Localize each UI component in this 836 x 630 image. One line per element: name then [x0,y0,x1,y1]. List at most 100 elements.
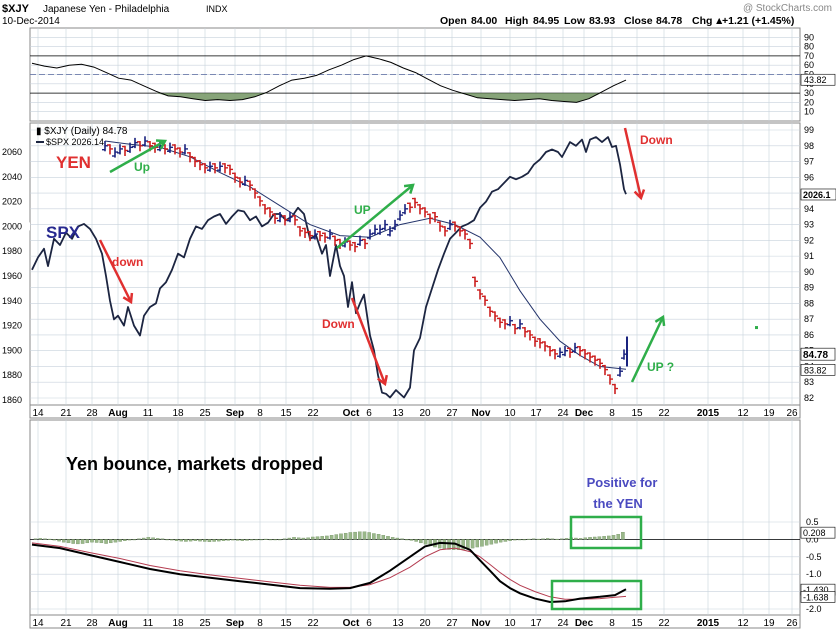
rsi-tick-label: 60 [804,60,814,70]
x-tick-label: 26 [786,408,798,419]
spx-tick-label: 2020 [2,197,22,207]
macd-histogram-bar [71,539,75,544]
x-tick-label: 26 [786,618,798,629]
macd-histogram-bar [57,539,61,542]
rsi-tick-label: 80 [804,42,814,52]
macd-histogram-bar [522,539,526,541]
annotation-yen: YEN [56,153,91,172]
yen-tick-label: 89 [804,283,814,293]
macd-histogram-bar [578,538,583,540]
arrow-up-3-head [654,314,666,327]
symbol-description: Japanese Yen - Philadelphia [43,4,170,15]
macd-histogram-bar [607,535,611,540]
macd-histogram-bar [179,539,184,542]
macd-histogram-bar [268,539,273,541]
macd-histogram-bar [296,537,301,540]
macd-histogram-bar [235,539,240,541]
macd-histogram-bar [104,539,108,544]
macd-histogram-bar [367,532,371,540]
macd-histogram-bar [174,539,179,541]
macd-histogram-bar [311,536,315,540]
arrow-up-2-head [403,183,415,194]
open-label: Open [440,15,467,27]
macd-histogram-bar [62,539,66,543]
macd-histogram-bar [320,536,324,540]
macd-histogram-bar [517,539,522,541]
macd-histogram-bar [264,538,268,540]
macd-histogram-bar [127,539,132,541]
macd-histogram-bar [334,534,339,540]
x-tick-label: 25 [199,618,211,629]
x-tick-label: 14 [32,618,44,629]
highlight-box-histogram [569,515,643,550]
macd-tick-label: -2.0 [806,604,822,614]
x-tick-label: 17 [530,408,542,419]
highlight-box-macd [550,579,643,611]
yen-tick-label: 90 [804,267,814,277]
macd-histogram-bar [188,539,193,542]
spx-current-box [800,188,836,201]
yen-tick-label: 96 [804,172,814,182]
macd-histogram-bar [170,539,174,541]
watermark: @ StockCharts.com [743,3,832,14]
x-tick-label: 22 [658,618,670,629]
rsi-tick-label: 70 [804,51,814,61]
yen-tick-label: 99 [804,125,814,135]
macd-histogram-bar [513,539,517,541]
x-tick-label: 8 [257,618,263,629]
x-tick-label: 11 [143,618,154,629]
x-tick-label: 11 [143,408,154,419]
macd-histogram-bar [541,538,545,540]
x-tick-label: 20 [419,408,431,419]
x-tick-label: 22 [658,408,670,419]
rsi-tick-label: 20 [804,97,814,107]
x-tick-label: 2015 [697,408,720,419]
macd-histogram-bar [118,539,122,542]
x-tick-label: 10 [504,618,516,629]
spx-tick-label: 1860 [2,395,22,405]
x-tick-label: 22 [307,408,319,419]
x-tick-label: 19 [763,408,775,419]
macd-histogram-bar [245,539,249,541]
x-tick-label: 2015 [697,618,720,629]
macd-histogram-bar [400,538,404,540]
x-tick-label: 24 [557,408,569,419]
macd-histogram-bar [292,537,296,540]
arrow-down-3-head [633,189,646,201]
macd-line [31,541,627,604]
macd-histogram-bar [221,539,226,541]
x-tick-label: 8 [257,408,263,419]
arrow-up-1 [109,139,166,174]
x-tick-label: 15 [280,618,292,629]
macd-histogram-bar [141,537,146,540]
macd-histogram-bar [287,537,292,540]
macd-histogram-bar [381,535,386,540]
annotation-up-2: UP [354,203,371,217]
macd-histogram-bar [273,539,277,541]
macd-histogram-bar [390,537,395,540]
x-tick-label: 24 [557,618,569,629]
macd-histogram-bar [217,539,221,542]
macd-histogram-bar [560,538,564,540]
yen-current-label: 84.78 [803,350,828,361]
macd-histogram-bar [259,539,263,541]
macd-histogram-bar [306,537,310,540]
macd-histogram-bar [362,531,367,540]
x-tick-label: Aug [108,618,127,629]
legend-spx: $SPX 2026.14 [46,137,104,147]
x-tick-label: Aug [108,408,127,419]
x-tick-label: 6 [366,618,372,629]
macd-histogram-bar [38,538,43,540]
macd-histogram-bar [52,539,57,541]
annotation-spx: SPX [46,223,81,242]
x-tick-label: 22 [307,618,319,629]
macd-histogram-bar [484,539,489,546]
macd-histogram-bar [109,539,113,544]
macd-histogram-bar [202,539,207,542]
rsi-indicator [30,55,800,103]
macd-histogram-bar [76,539,80,545]
axes: 14 21 28 Aug 11 18 25 Sep 8 15 22 Oct 6 13 20 27 Nov 10 17… [0,32,836,629]
positive-line-1: Positive for [587,475,658,490]
yen-tick-label: 86 [804,330,814,340]
annotation-down-2: Down [322,317,355,331]
